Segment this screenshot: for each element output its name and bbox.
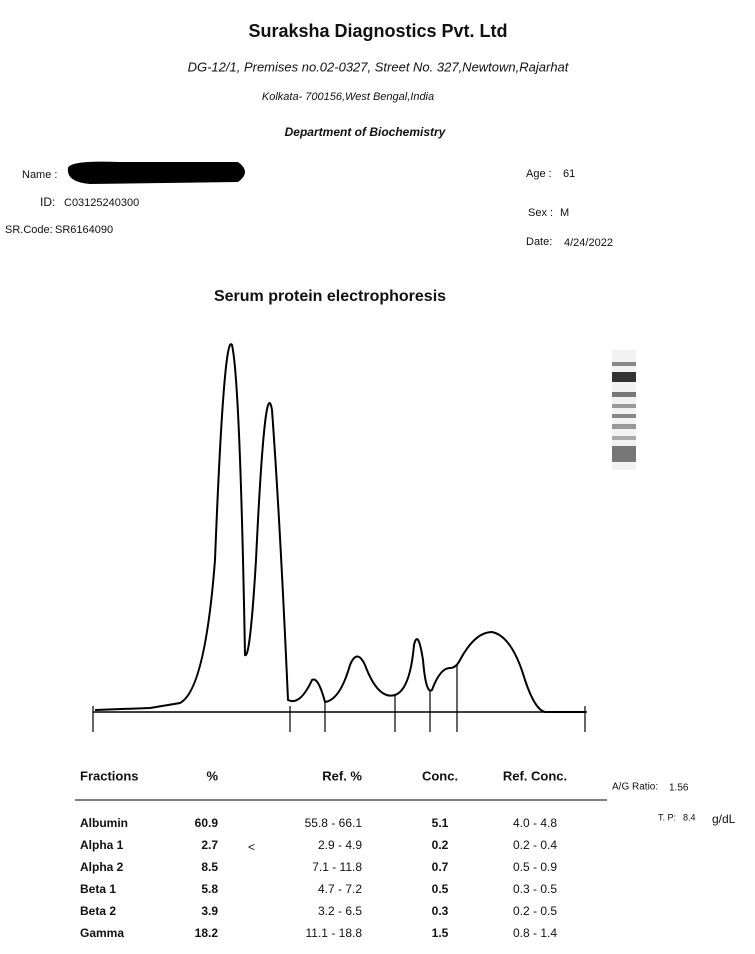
cell-ref-conc: 4.0 - 4.8	[513, 816, 557, 830]
cell-ref-percent: 55.8 - 66.1	[305, 816, 363, 830]
cell-fraction: Alpha 1	[80, 838, 124, 852]
cell-percent: 5.8	[201, 882, 218, 896]
date-label: Date:	[526, 236, 552, 248]
tp-value: 8.4	[683, 812, 696, 822]
cell-percent: 60.9	[195, 816, 219, 830]
cell-percent: 3.9	[201, 904, 218, 918]
address-line: DG-12/1, Premises no.02-0327, Street No.…	[188, 59, 570, 74]
cell-percent: 18.2	[195, 926, 219, 940]
age-value: 61	[563, 168, 575, 180]
column-header: Conc.	[422, 768, 458, 783]
address-line: Kolkata- 700156,West Bengal,India	[262, 91, 434, 103]
cell-conc: 1.5	[432, 926, 449, 940]
page: Suraksha Diagnostics Pvt. Ltd DG-12/1, P…	[0, 0, 755, 954]
gel-strip	[612, 350, 636, 470]
cell-ref-conc: 0.3 - 0.5	[513, 882, 557, 896]
sex-label: Sex :	[528, 207, 553, 219]
cell-ref-conc: 0.2 - 0.4	[513, 838, 557, 852]
cell-fraction: Albumin	[80, 816, 128, 830]
report: Suraksha Diagnostics Pvt. Ltd DG-12/1, P…	[0, 0, 755, 954]
sex-value: M	[560, 207, 569, 219]
ag-ratio-label: A/G Ratio:	[612, 782, 658, 793]
gel-band	[612, 424, 636, 429]
date-value: 4/24/2022	[564, 237, 613, 249]
gel-band	[612, 362, 636, 366]
lab-title: Suraksha Diagnostics Pvt. Ltd	[248, 21, 507, 41]
redaction	[68, 162, 245, 184]
cell-fraction: Beta 1	[80, 882, 116, 896]
cell-ref-conc: 0.2 - 0.5	[513, 904, 557, 918]
cell-fraction: Beta 2	[80, 904, 116, 918]
cell-ref-conc: 0.5 - 0.9	[513, 860, 557, 874]
tp-unit: g/dL	[712, 812, 736, 826]
cell-ref-percent: 11.1 - 18.8	[306, 926, 363, 940]
curve	[95, 344, 585, 712]
cell-ref-percent: 3.2 - 6.5	[318, 904, 362, 918]
gel-band	[612, 392, 636, 397]
fractions-table: Fractions% Ref. % Conc. Ref. Conc. Albumin 60…	[80, 768, 567, 940]
cell-ref-percent: 2.9 - 4.9	[318, 838, 362, 852]
tp-label: T. P:	[658, 812, 676, 822]
cell-conc: 5.1	[432, 816, 449, 830]
gel-band	[612, 446, 636, 462]
name-label: Name :	[22, 169, 57, 181]
gel-band	[612, 372, 636, 382]
cell-conc: 0.5	[432, 882, 449, 896]
cell-ref-percent: 7.1 - 11.8	[312, 860, 362, 874]
sr-code-value: SR6164090	[55, 224, 113, 236]
gel-band	[612, 404, 636, 408]
sr-code-label: SR.Code:	[5, 224, 53, 236]
column-header: Fractions	[80, 768, 139, 783]
electropherogram	[93, 344, 587, 732]
graph-title: Serum protein electrophoresis	[214, 288, 446, 305]
cell-fraction: Alpha 2	[80, 860, 124, 874]
column-header: Ref. Conc.	[503, 768, 567, 783]
id-value: C03125240300	[64, 197, 139, 209]
cell-conc: 0.2	[432, 838, 449, 852]
flag: <	[248, 840, 255, 854]
cell-conc: 0.3	[432, 904, 449, 918]
column-header: %	[206, 768, 218, 783]
id-label: ID:	[40, 195, 55, 209]
department: Department of Biochemistry	[285, 125, 447, 139]
gel-band	[612, 414, 636, 418]
cell-percent: 8.5	[201, 860, 218, 874]
cell-percent: 2.7	[201, 838, 218, 852]
cell-conc: 0.7	[432, 860, 449, 874]
column-header: Ref. %	[322, 768, 362, 783]
cell-fraction: Gamma	[80, 926, 124, 940]
cell-ref-percent: 4.7 - 7.2	[318, 882, 362, 896]
ag-ratio-value: 1.56	[669, 783, 689, 794]
age-label: Age :	[526, 168, 552, 180]
gel-band	[612, 436, 636, 440]
cell-ref-conc: 0.8 - 1.4	[513, 926, 557, 940]
